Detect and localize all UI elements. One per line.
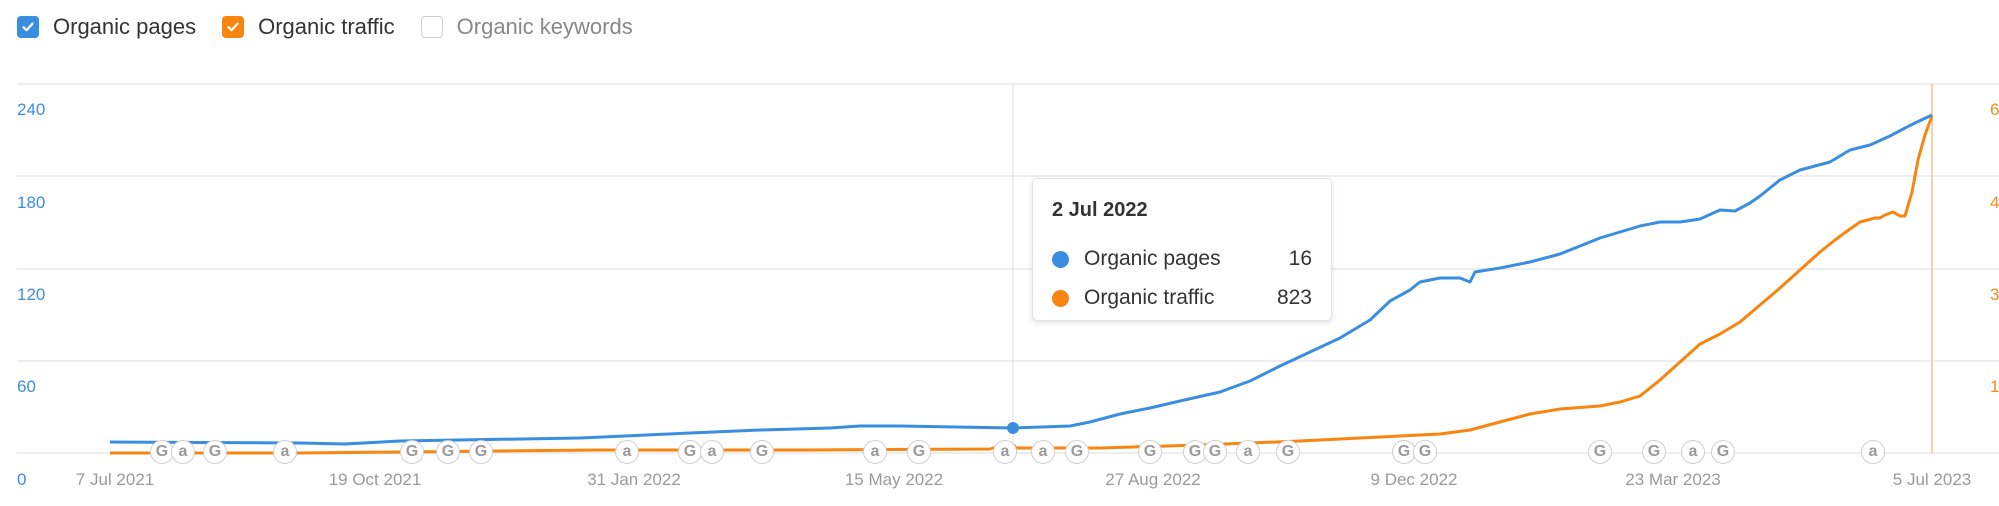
series-dot-icon xyxy=(1052,289,1069,307)
y-tick-label: 1 xyxy=(1990,377,1999,396)
y-tick-label: 120 xyxy=(17,285,46,304)
tooltip-series-label: Organic pages xyxy=(1084,247,1221,270)
x-tick-label: 9 Dec 2022 xyxy=(1370,470,1458,489)
legend-label: Organic keywords xyxy=(456,14,633,39)
tooltip-date: 2 Jul 2022 xyxy=(1052,199,1148,221)
tooltip-row-organic-traffic: Organic traffic 823 xyxy=(1052,286,1312,310)
legend-organic-keywords[interactable]: Organic keywords xyxy=(420,14,633,40)
google-update-marker-icon[interactable]: G xyxy=(1642,440,1666,464)
google-update-marker-icon[interactable]: G xyxy=(678,440,702,464)
hover-point-organic-pages xyxy=(1007,422,1019,434)
google-update-marker-icon[interactable]: G xyxy=(1138,440,1162,464)
google-update-marker-icon[interactable]: G xyxy=(1183,440,1207,464)
tooltip-series-label: Organic traffic xyxy=(1084,286,1215,309)
x-tick-label: 5 Jul 2023 xyxy=(1892,470,1972,489)
google-update-marker-icon[interactable]: G xyxy=(1413,440,1437,464)
x-tick-label: 31 Jan 2022 xyxy=(587,470,681,489)
series-legend: Organic pages Organic traffic Organic ke… xyxy=(17,12,659,42)
tooltip-series-value: 16 xyxy=(1288,247,1312,270)
ahrefs-annotation-marker-icon[interactable]: a xyxy=(1236,440,1260,464)
google-update-marker-icon[interactable]: G xyxy=(150,440,174,464)
y-tick-label: 6 xyxy=(1990,100,1999,119)
y-tick-label: 0 xyxy=(17,470,27,489)
x-tick-label: 19 Oct 2021 xyxy=(328,470,422,489)
checkbox-checked-icon[interactable] xyxy=(17,16,39,38)
ahrefs-annotation-marker-icon[interactable]: a xyxy=(1031,440,1055,464)
x-tick-label: 15 May 2022 xyxy=(844,470,944,489)
ahrefs-annotation-marker-icon[interactable]: a xyxy=(1681,440,1705,464)
x-tick-label: 27 Aug 2022 xyxy=(1105,470,1201,489)
tooltip-series-value: 823 xyxy=(1276,286,1312,309)
legend-label: Organic traffic xyxy=(258,14,395,39)
google-update-marker-icon[interactable]: G xyxy=(400,440,424,464)
ahrefs-annotation-marker-icon[interactable]: a xyxy=(171,440,195,464)
organic-pages-line xyxy=(109,113,1933,446)
x-tick-label: 23 Mar 2023 xyxy=(1625,470,1721,489)
google-update-marker-icon[interactable]: G xyxy=(436,440,460,464)
x-tick-label: 7 Jul 2021 xyxy=(75,470,155,489)
y-tick-label: 180 xyxy=(17,193,46,212)
ahrefs-annotation-marker-icon[interactable]: a xyxy=(273,440,297,464)
legend-label: Organic pages xyxy=(53,14,197,39)
google-update-marker-icon[interactable]: G xyxy=(203,440,227,464)
checkbox-checked-icon[interactable] xyxy=(222,16,245,38)
google-update-marker-icon[interactable]: G xyxy=(750,440,774,464)
google-update-marker-icon[interactable]: G xyxy=(1392,440,1416,464)
organic-traffic-line xyxy=(110,115,1934,455)
google-update-marker-icon[interactable]: G xyxy=(1588,440,1612,464)
google-update-marker-icon[interactable]: G xyxy=(907,440,931,464)
ahrefs-annotation-marker-icon[interactable]: a xyxy=(700,440,724,464)
google-update-marker-icon[interactable]: G xyxy=(1065,440,1089,464)
series-dot-icon xyxy=(1052,250,1069,268)
y-tick-label: 60 xyxy=(17,377,36,396)
ahrefs-annotation-marker-icon[interactable]: a xyxy=(1861,440,1885,464)
ahrefs-annotation-marker-icon[interactable]: a xyxy=(863,440,887,464)
checkbox-unchecked-icon[interactable] xyxy=(420,16,443,38)
google-update-marker-icon[interactable]: G xyxy=(1276,440,1300,464)
legend-organic-pages[interactable]: Organic pages xyxy=(17,14,196,40)
google-update-marker-icon[interactable]: G xyxy=(1203,440,1227,464)
y-tick-label: 4 xyxy=(1990,193,1999,212)
ahrefs-annotation-marker-icon[interactable]: a xyxy=(615,440,639,464)
google-update-marker-icon[interactable]: G xyxy=(1711,440,1735,464)
y-tick-label: 240 xyxy=(17,100,46,119)
hover-tooltip: 2 Jul 2022 Organic pages 16 Organic traf… xyxy=(1032,178,1332,321)
legend-organic-traffic[interactable]: Organic traffic xyxy=(222,14,395,40)
google-update-marker-icon[interactable]: G xyxy=(469,440,493,464)
gridlines xyxy=(17,83,1999,454)
ahrefs-annotation-marker-icon[interactable]: a xyxy=(993,440,1017,464)
y-tick-label: 3 xyxy=(1990,285,1999,304)
tooltip-row-organic-pages: Organic pages 16 xyxy=(1052,247,1312,271)
